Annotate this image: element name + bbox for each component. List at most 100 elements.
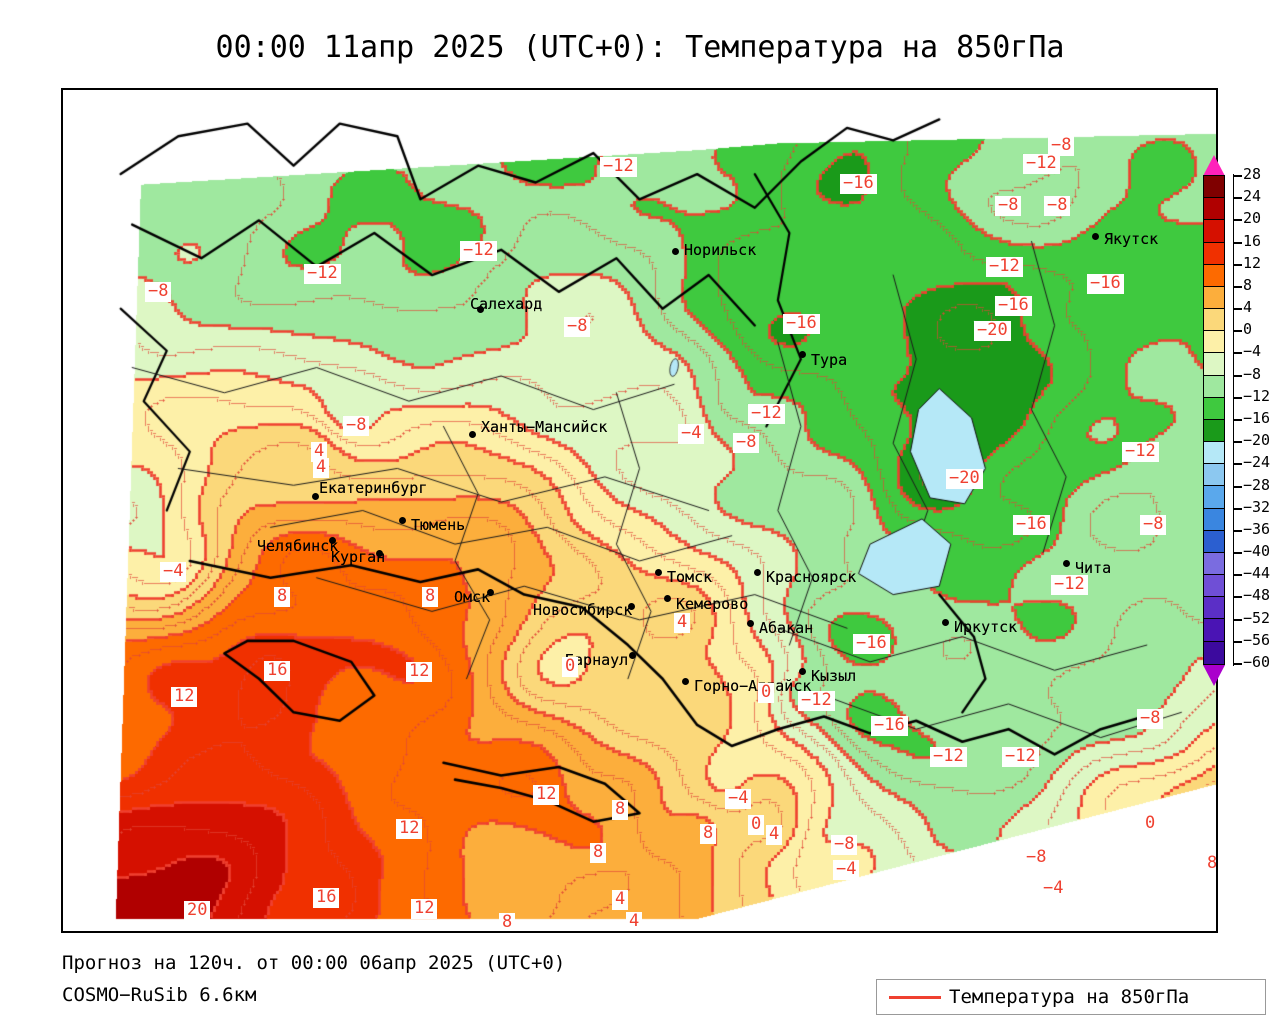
contour-label: −12 (1002, 747, 1039, 767)
contour-label: 0 (748, 815, 765, 835)
colorbar-band (1204, 530, 1224, 553)
contour-label: 8 (700, 824, 717, 844)
contour-label: 20 (184, 901, 211, 921)
contour-label: 8 (590, 843, 607, 863)
temperature-map-canvas[interactable] (63, 90, 1216, 931)
colorbar-tick (1233, 463, 1242, 466)
city-label: Салехард (470, 295, 543, 313)
colorbar-band (1204, 552, 1224, 576)
city-dot-icon (799, 668, 806, 675)
colorbar-tick-label: 16 (1243, 231, 1262, 250)
contour-label: −16 (1013, 515, 1050, 535)
colorbar-tick-label: −24 (1243, 453, 1271, 472)
contour-label: 12 (411, 899, 438, 919)
colorbar-band (1204, 286, 1224, 310)
city-dot-icon (754, 569, 761, 576)
colorbar-tick (1233, 374, 1242, 377)
contour-label: −4 (833, 860, 860, 880)
colorbar-tick-label: −16 (1243, 409, 1271, 427)
colorbar-tick (1233, 308, 1242, 311)
colorbar-band (1204, 419, 1224, 443)
city-label: Чита (1075, 559, 1112, 577)
colorbar-tick-label: −56 (1243, 630, 1271, 649)
colorbar-band (1204, 641, 1224, 664)
colorbar-tick-label: 20 (1243, 209, 1262, 228)
legend-box: Температура на 850гПа (876, 979, 1266, 1015)
contour-label: −8 (995, 196, 1022, 216)
colorbar-tick (1233, 352, 1242, 355)
colorbar-tick-label: −32 (1243, 497, 1271, 516)
city-label: Кызыл (811, 667, 857, 685)
city-label: Тюмень (411, 516, 466, 534)
colorbar-under-arrow-icon (1203, 665, 1225, 686)
city-dot-icon (469, 431, 476, 438)
colorbar-band (1204, 508, 1224, 531)
contour-label: −16 (995, 296, 1032, 316)
contour-label: 4 (674, 613, 691, 633)
colorbar-tick (1233, 640, 1242, 643)
city-dot-icon (942, 619, 949, 626)
colorbar-tick-label: −28 (1243, 475, 1271, 494)
city-dot-icon (747, 620, 754, 627)
colorbar-band (1204, 597, 1224, 620)
contour-label: 12 (406, 662, 433, 682)
colorbar-tick-label: −48 (1243, 586, 1271, 605)
colorbar-band (1204, 242, 1224, 265)
city-label: Ханты−Мансийск (481, 418, 608, 436)
city-dot-icon (1092, 233, 1099, 240)
colorbar-band (1204, 464, 1224, 487)
city-label: Горно−Алтайск (694, 677, 812, 695)
city-dot-icon (1063, 560, 1070, 567)
contour-label: −8 (1023, 848, 1050, 868)
colorbar-tick (1233, 441, 1242, 444)
contour-label: 8 (422, 587, 439, 607)
city-dot-icon (487, 589, 494, 596)
contour-label: −8 (1137, 709, 1164, 729)
colorbar-band (1204, 619, 1224, 642)
colorbar-band (1204, 176, 1224, 199)
colorbar-tick-label: −20 (1243, 431, 1271, 450)
city-label: Барнаул (565, 651, 629, 669)
colorbar-band (1204, 331, 1224, 354)
contour-label: −12 (460, 241, 497, 261)
map-frame[interactable]: Салехард Норильск Тура Якутск Ханты−Мансийск… (61, 88, 1218, 933)
contour-label: −16 (1087, 274, 1124, 294)
city-dot-icon (629, 652, 636, 659)
colorbar-tick (1233, 596, 1242, 599)
city-dot-icon (682, 678, 689, 685)
city-dot-icon (655, 569, 662, 576)
city-dot-icon (399, 517, 406, 524)
colorbar-band (1204, 353, 1224, 376)
contour-label: −12 (798, 691, 835, 711)
colorbar-tick-label: −52 (1243, 608, 1271, 627)
colorbar-band (1204, 486, 1224, 509)
contour-label: −12 (930, 747, 967, 767)
colorbar-tick (1233, 241, 1242, 244)
forecast-info: Прогноз на 120ч. от 00:00 06апр 2025 (UT… (62, 952, 566, 974)
colorbar-tick (1233, 219, 1242, 222)
colorbar-band (1204, 397, 1224, 420)
contour-label: 12 (533, 785, 560, 805)
colorbar-tick-label: −60 (1243, 653, 1271, 671)
contour-label: 16 (264, 661, 291, 681)
city-dot-icon (477, 306, 484, 313)
contour-label: −16 (783, 314, 820, 334)
colorbar-tick (1233, 663, 1242, 665)
contour-label: 4 (766, 825, 783, 845)
legend-label: Температура на 850гПа (949, 986, 1190, 1008)
contour-label: 0 (758, 683, 775, 703)
city-dot-icon (376, 550, 383, 557)
colorbar-tick-label: 4 (1243, 298, 1253, 317)
city-label: Якутск (1104, 230, 1159, 248)
contour-label: −8 (145, 282, 172, 302)
colorbar-tick-label: 0 (1243, 320, 1253, 339)
contour-label: 8 (1204, 854, 1216, 874)
contour-label: 12 (171, 687, 198, 707)
colorbar-tick (1233, 396, 1242, 399)
city-label: Омск (454, 588, 491, 606)
contour-label: 0 (562, 657, 579, 677)
contour-label: −8 (343, 416, 370, 436)
city-dot-icon (329, 537, 336, 544)
contour-label: −16 (853, 634, 890, 654)
colorbar-tick (1233, 263, 1242, 266)
